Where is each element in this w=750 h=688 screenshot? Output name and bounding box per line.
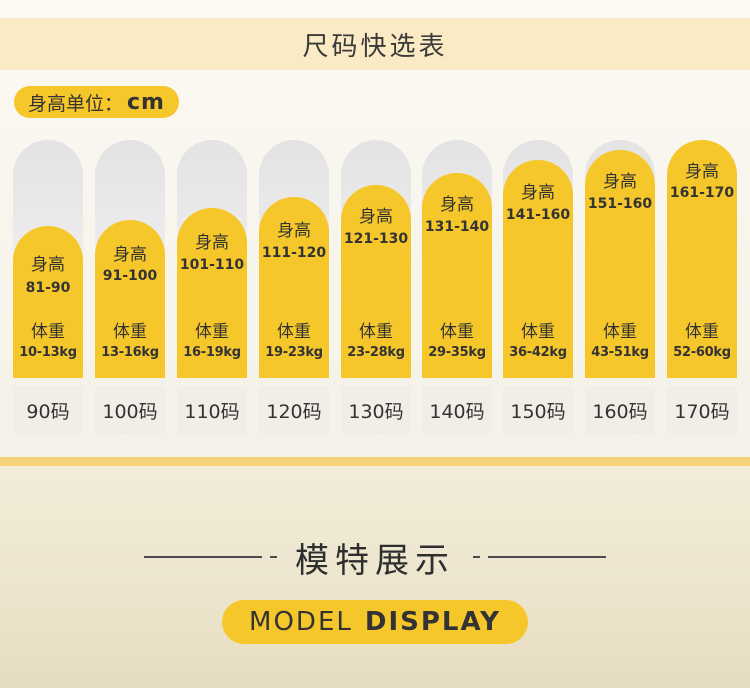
section-divider xyxy=(0,457,750,466)
weight-label: 体重 xyxy=(603,322,637,342)
height-label: 身高 xyxy=(113,245,147,265)
height-label: 身高 xyxy=(31,255,65,275)
weight-range: 36-42kg xyxy=(509,345,567,360)
height-label: 身高 xyxy=(359,207,393,227)
height-bar xyxy=(95,220,165,378)
height-label: 身高 xyxy=(521,183,555,203)
height-range: 121-130 xyxy=(343,231,409,247)
height-range: 111-120 xyxy=(261,245,327,261)
weight-range: 16-19kg xyxy=(183,345,241,360)
height-range: 151-160 xyxy=(587,196,653,212)
size-option[interactable]: 120码 xyxy=(259,386,329,434)
weight-label: 体重 xyxy=(277,322,311,342)
height-range: 81-90 xyxy=(25,280,71,296)
decor-line-right xyxy=(488,556,606,558)
weight-range: 19-23kg xyxy=(265,345,323,360)
decor-dash-left xyxy=(270,556,277,558)
height-range: 141-160 xyxy=(505,207,571,223)
weight-range: 43-51kg xyxy=(591,345,649,360)
model-badge-word-2: DISPLAY xyxy=(364,607,501,637)
height-label: 身高 xyxy=(195,233,229,253)
unit-value: cm xyxy=(127,89,165,115)
size-option[interactable]: 130码 xyxy=(341,386,411,434)
size-option[interactable]: 90码 xyxy=(13,386,83,434)
title-bar: 尺码快选表 xyxy=(0,18,750,70)
weight-label: 体重 xyxy=(685,322,719,342)
weight-label: 体重 xyxy=(359,322,393,342)
unit-badge: 身高单位： cm xyxy=(14,86,179,118)
height-label: 身高 xyxy=(603,172,637,192)
height-bar xyxy=(667,140,737,378)
size-option[interactable]: 140码 xyxy=(422,386,492,434)
size-option[interactable]: 160码 xyxy=(585,386,655,434)
height-bar xyxy=(177,208,247,378)
decor-line-left xyxy=(144,556,262,558)
fabric-photo xyxy=(0,466,750,688)
decor-dash-right xyxy=(473,556,480,558)
size-option[interactable]: 100码 xyxy=(95,386,165,434)
height-bar xyxy=(341,185,411,378)
weight-label: 体重 xyxy=(31,322,65,342)
height-bar xyxy=(422,173,492,378)
model-display-badge: MODEL DISPLAY xyxy=(222,600,528,644)
height-range: 91-100 xyxy=(102,268,158,284)
height-range: 131-140 xyxy=(424,219,490,235)
weight-label: 体重 xyxy=(113,322,147,342)
weight-label: 体重 xyxy=(521,322,555,342)
model-title-row: 模特展示 xyxy=(0,532,750,582)
weight-range: 10-13kg xyxy=(19,345,77,360)
height-label: 身高 xyxy=(440,195,474,215)
height-bar xyxy=(13,226,83,378)
height-range: 161-170 xyxy=(669,185,735,201)
size-option[interactable]: 150码 xyxy=(503,386,573,434)
weight-label: 体重 xyxy=(440,322,474,342)
size-option[interactable]: 170码 xyxy=(667,386,737,434)
height-bar xyxy=(585,150,655,378)
model-section-title: 模特展示 xyxy=(295,540,455,581)
height-label: 身高 xyxy=(277,221,311,241)
size-option[interactable]: 110码 xyxy=(177,386,247,434)
model-badge-word-1: MODEL xyxy=(249,607,353,637)
height-label: 身高 xyxy=(685,162,719,182)
unit-label: 身高单位： xyxy=(28,92,124,115)
height-bar xyxy=(503,160,573,378)
weight-label: 体重 xyxy=(195,322,229,342)
weight-range: 52-60kg xyxy=(673,345,731,360)
height-bar xyxy=(259,197,329,378)
weight-range: 29-35kg xyxy=(428,345,486,360)
weight-range: 23-28kg xyxy=(347,345,405,360)
weight-range: 13-16kg xyxy=(101,345,159,360)
height-range: 101-110 xyxy=(179,257,245,273)
page-title: 尺码快选表 xyxy=(302,31,448,62)
